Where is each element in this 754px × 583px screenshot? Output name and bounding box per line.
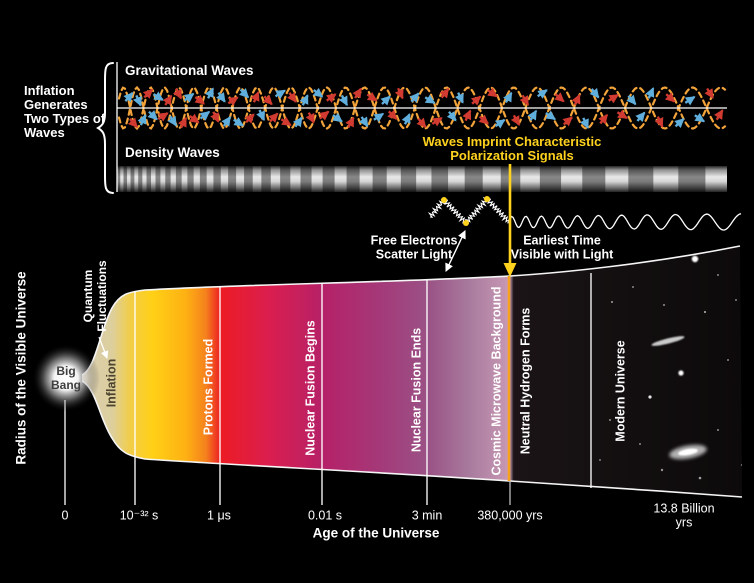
age-axis-label: Age of the Universe — [312, 525, 440, 541]
cone-bottom-edge — [81, 380, 743, 498]
cone-top-edge — [81, 245, 741, 376]
epoch-cosmic-microwave-background: Cosmic Microwave Background — [489, 286, 504, 476]
density-waves-band — [117, 166, 727, 192]
quantum-fluctuations-arrow — [98, 336, 109, 359]
tick-1e-32s: 10⁻³² s — [119, 508, 159, 523]
expansion-cone — [64, 245, 743, 505]
epoch-protons-formed: Protons Formed — [201, 338, 216, 436]
modern-universe-stars — [599, 255, 742, 480]
two-waves-brace — [96, 62, 114, 194]
quantum-fluctuations-label: Quantum Fluctuations — [81, 260, 109, 332]
tick-13-8byrs: 13.8 Billion yrs — [653, 501, 715, 529]
epoch-neutral-hydrogen-forms: Neutral Hydrogen Forms — [518, 307, 533, 455]
density-waves-label: Density Waves — [125, 145, 220, 160]
photon-scatter-path — [427, 196, 742, 231]
scatter-double-arrow — [445, 230, 466, 272]
big-bang-glow — [32, 344, 100, 412]
free-electrons-note: Free Electrons Scatter Light — [370, 233, 458, 261]
epoch-inflation: Inflation — [104, 358, 119, 408]
tick-1us: 1 μs — [207, 508, 231, 523]
polarization-pointer-arrow — [503, 164, 517, 277]
epoch-nuclear-fusion-begins: Nuclear Fusion Begins — [303, 320, 318, 456]
epoch-nuclear-fusion-ends: Nuclear Fusion Ends — [409, 327, 424, 453]
polarization-arrows — [123, 87, 724, 129]
inflation-caption: Inflation Generates Two Types of Waves — [24, 83, 106, 141]
big-bang-label: Big Bang — [51, 364, 81, 392]
cone-fill — [82, 246, 742, 497]
tick-380000yrs: 380,000 yrs — [477, 508, 543, 523]
polarization-note: Waves Imprint Characteristic Polarizatio… — [422, 133, 602, 163]
tick-0-01s: 0.01 s — [307, 508, 343, 523]
earliest-time-note: Earliest Time Visible with Light — [510, 233, 614, 261]
gravitational-waves-label: Gravitational Waves — [125, 63, 254, 78]
tick-3min: 3 min — [411, 508, 443, 523]
radius-axis-label: Radius of the Visible Universe — [13, 271, 29, 465]
epoch-modern-universe: Modern Universe — [613, 340, 628, 442]
tick-0: 0 — [61, 508, 69, 523]
